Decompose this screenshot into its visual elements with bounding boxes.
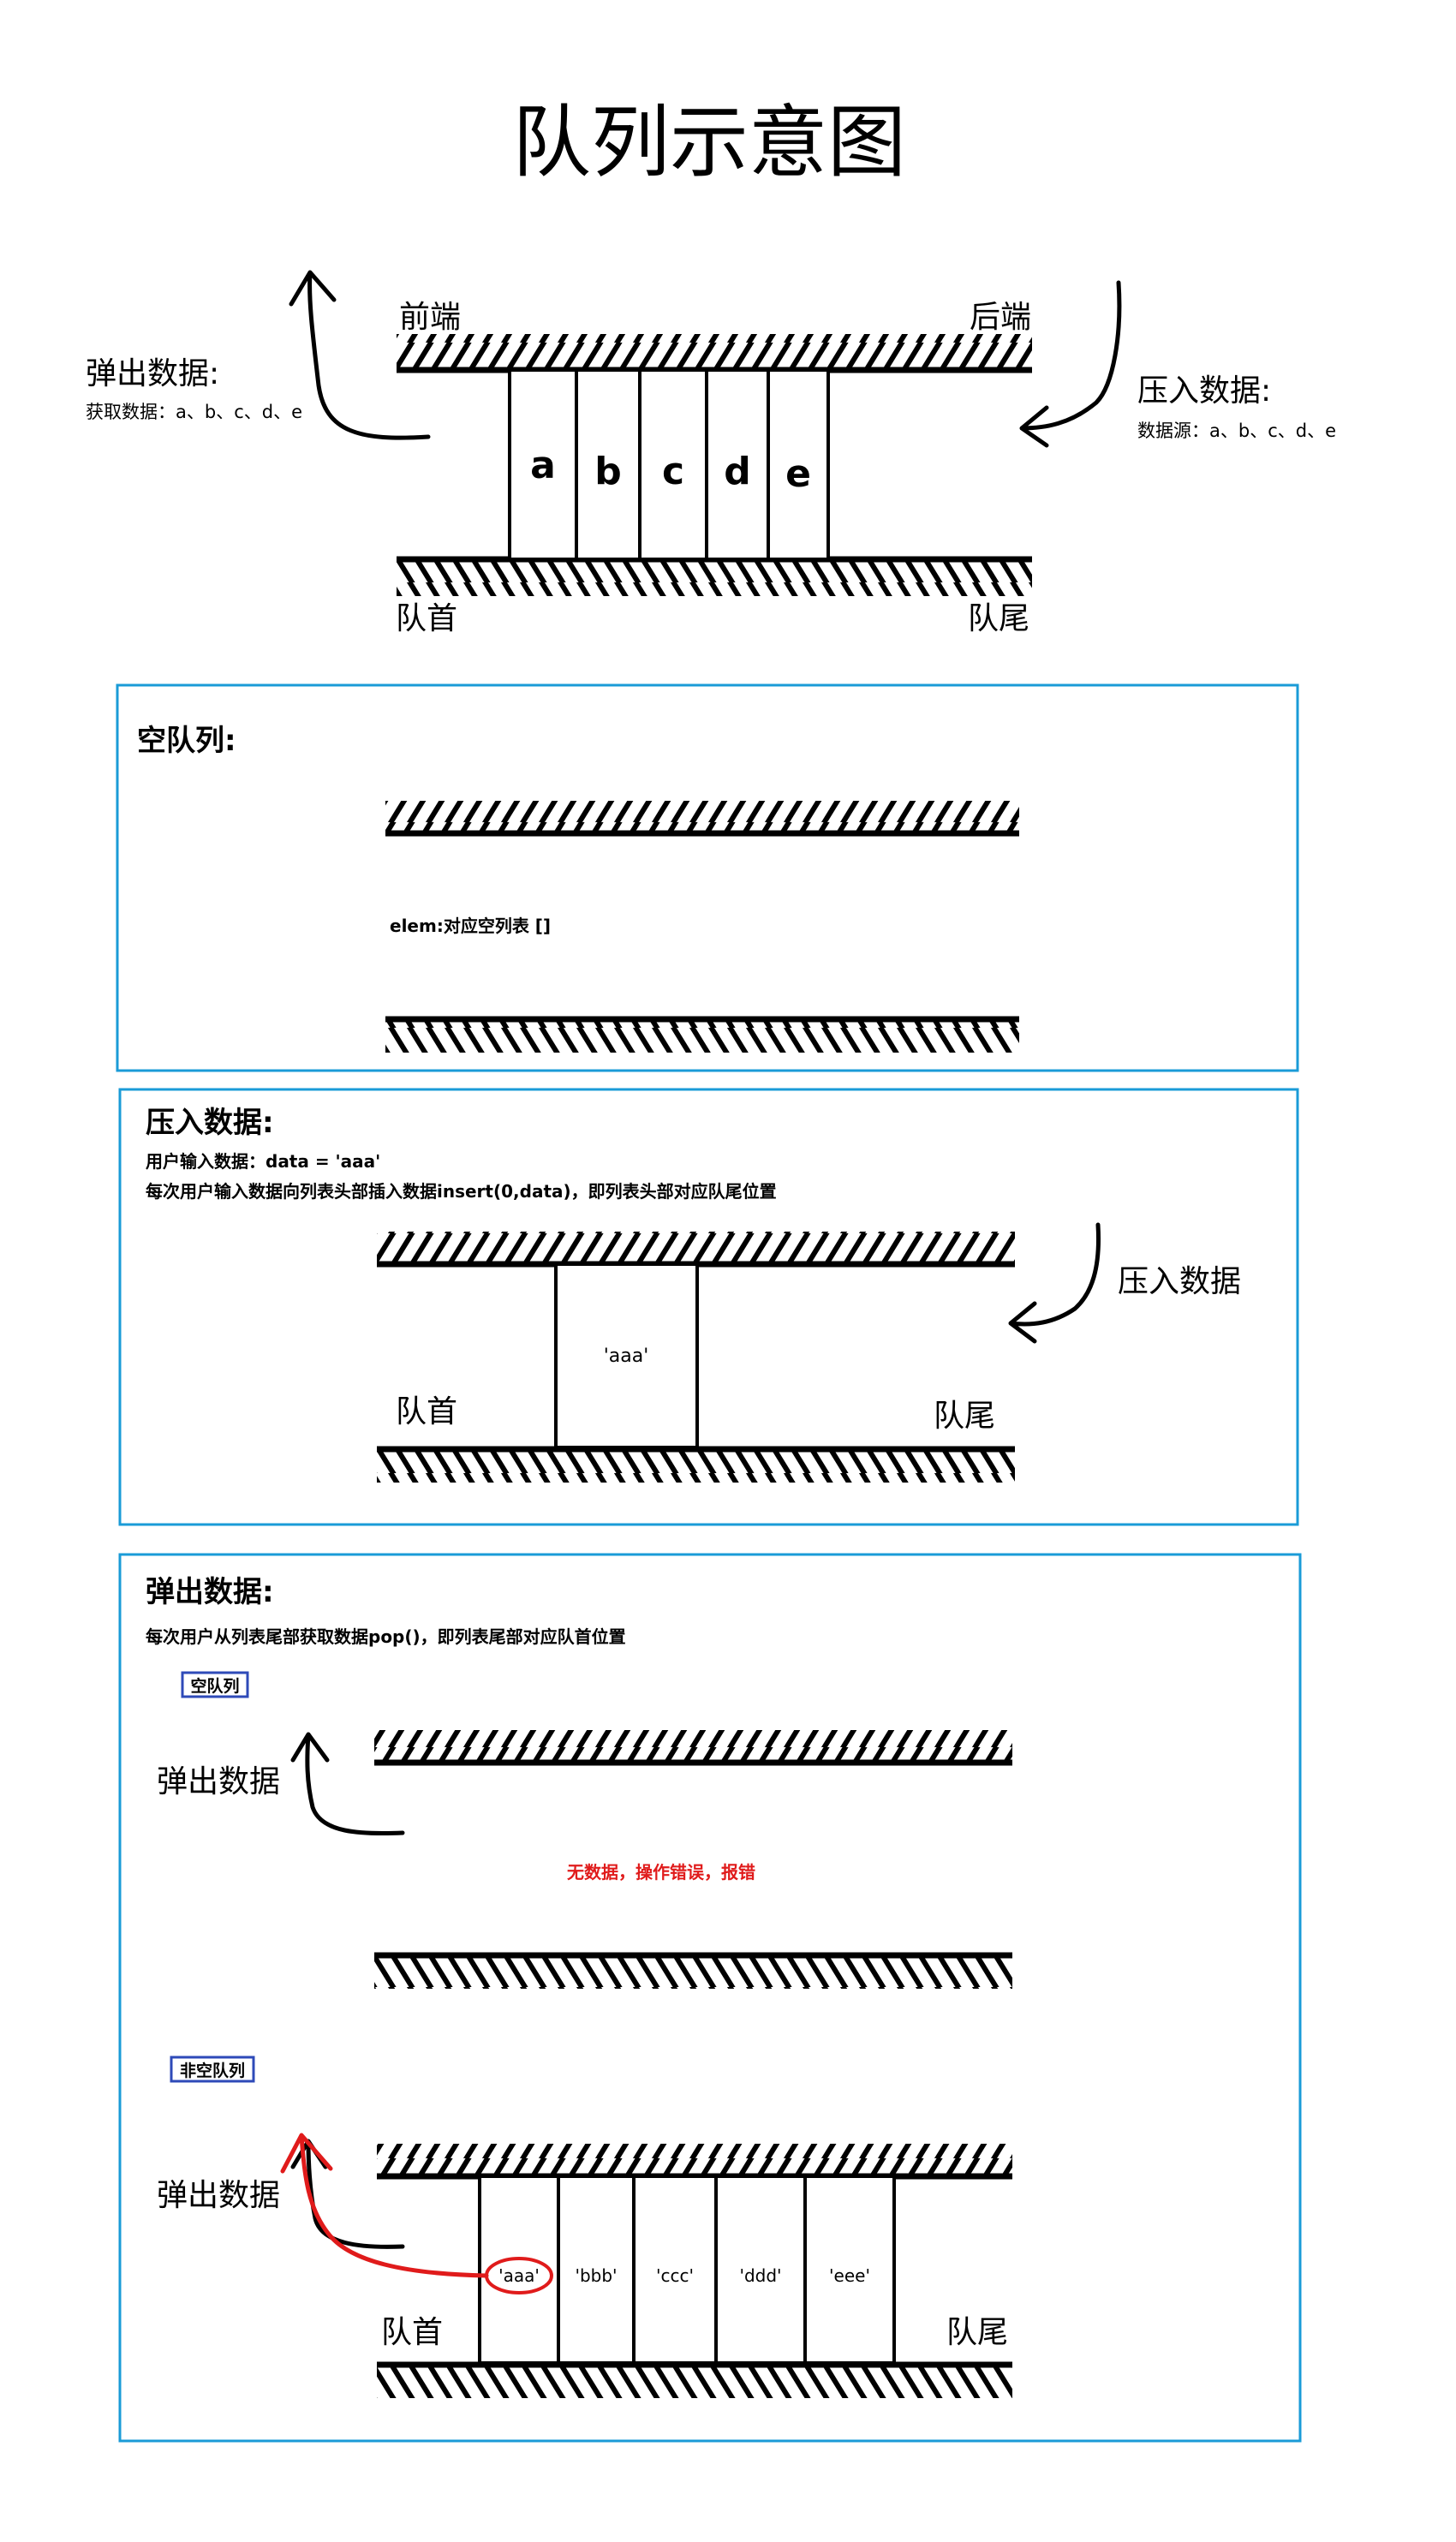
push-desc: 数据源：a、b、c、d、e	[1137, 421, 1336, 441]
panel-title: 弹出数据:	[146, 1575, 274, 1609]
queue-cell	[803, 2175, 896, 2365]
top-wall-hatch	[377, 1232, 1015, 1262]
pop-panel: 弹出数据: 每次用户从列表尾部获取数据pop()，即列表尾部对应队首位置 空队列…	[118, 1553, 1302, 2443]
nonempty-queue-tag-box	[170, 2056, 255, 2083]
queue-cell	[638, 368, 708, 561]
bottom-wall-hatch	[397, 562, 1032, 596]
push-arrow-label: 压入数据	[1118, 1264, 1241, 1299]
push-line-1: 用户输入数据：data = 'aaa'	[146, 1151, 380, 1172]
queue-cell	[478, 2175, 560, 2365]
head-label: 队首	[396, 601, 457, 636]
queue-item: a	[530, 444, 556, 487]
pop-desc: 获取数据：a、b、c、d、e	[86, 402, 302, 422]
nonempty-queue-tag: 非空队列	[180, 2061, 245, 2080]
pop-arrow-icon	[289, 270, 431, 440]
empty-queue-tag: 空队列	[190, 1676, 239, 1696]
bottom-wall-hatch	[385, 1022, 1019, 1053]
pop-line-1: 每次用户从列表尾部获取数据pop()，即列表尾部对应队首位置	[146, 1626, 626, 1647]
empty-queue-panel: 空队列: elem:对应空列表 []	[116, 683, 1299, 1072]
tail-label: 队尾	[946, 2315, 1008, 2350]
bottom-wall-hatch	[374, 1958, 1012, 1989]
push-arrow-icon	[1019, 280, 1122, 448]
head-label: 队首	[396, 1394, 457, 1429]
top-wall-hatch	[374, 1730, 1012, 1761]
queue-item: 'eee'	[829, 2265, 870, 2286]
pop-title: 弹出数据:	[86, 356, 219, 391]
red-pop-arrow-icon	[280, 2133, 489, 2278]
queue-item: 'ddd'	[739, 2265, 781, 2286]
panel-border	[118, 1553, 1302, 2443]
pop-arrow-icon	[290, 1732, 405, 1836]
top-wall-hatch	[377, 2144, 1012, 2175]
panel-border	[116, 683, 1299, 1072]
top-wall-hatch	[397, 334, 1032, 368]
queue-item: 'ccc'	[656, 2265, 694, 2286]
queue-cell	[705, 368, 770, 561]
empty-queue-tag-box	[181, 1671, 249, 1698]
queue-item: c	[662, 450, 684, 493]
panel-border	[118, 1088, 1299, 1526]
head-label: 队首	[381, 2315, 443, 2350]
queue-cell	[554, 1262, 699, 1449]
push-title: 压入数据:	[1137, 373, 1271, 409]
tail-label: 队尾	[934, 1399, 995, 1434]
push-panel: 压入数据: 用户输入数据：data = 'aaa' 每次用户输入数据向列表头部插…	[118, 1088, 1299, 1526]
front-label: 前端	[399, 300, 461, 335]
empty-note: elem:对应空列表 []	[390, 916, 551, 936]
pop-arrow-label: 弹出数据	[157, 1764, 280, 1799]
panel-title: 压入数据:	[146, 1106, 274, 1140]
queue-cell	[714, 2175, 807, 2365]
back-label: 后端	[970, 300, 1031, 335]
push-arrow-icon	[1008, 1222, 1101, 1344]
push-line-2: 每次用户输入数据向列表头部插入数据insert(0,data)，即列表头部对应队…	[146, 1181, 777, 1202]
error-text: 无数据，操作错误，报错	[567, 1862, 755, 1883]
page-title: 队列示意图	[512, 97, 906, 188]
queue-item: 'aaa'	[498, 2265, 540, 2286]
bottom-wall-hatch	[377, 2367, 1012, 2398]
queue-item: e	[785, 452, 811, 496]
tail-label: 队尾	[968, 601, 1029, 636]
top-wall-hatch	[385, 801, 1019, 832]
pop-arrow-label: 弹出数据	[157, 2178, 280, 2213]
top-cells: a b c d e	[508, 368, 830, 561]
top-queue: a b c d e 前端 后端 队首 队尾 弹出数据: 获取数据：a、b、c、d…	[86, 270, 1336, 636]
queue-item: 'aaa'	[604, 1346, 649, 1367]
queue-item: b	[594, 450, 622, 493]
queue-item: 'bbb'	[575, 2265, 617, 2286]
bottom-wall-hatch	[377, 1452, 1015, 1483]
queue-item: d	[724, 450, 751, 493]
panel-title: 空队列:	[137, 724, 236, 758]
queue-cell	[767, 368, 830, 561]
